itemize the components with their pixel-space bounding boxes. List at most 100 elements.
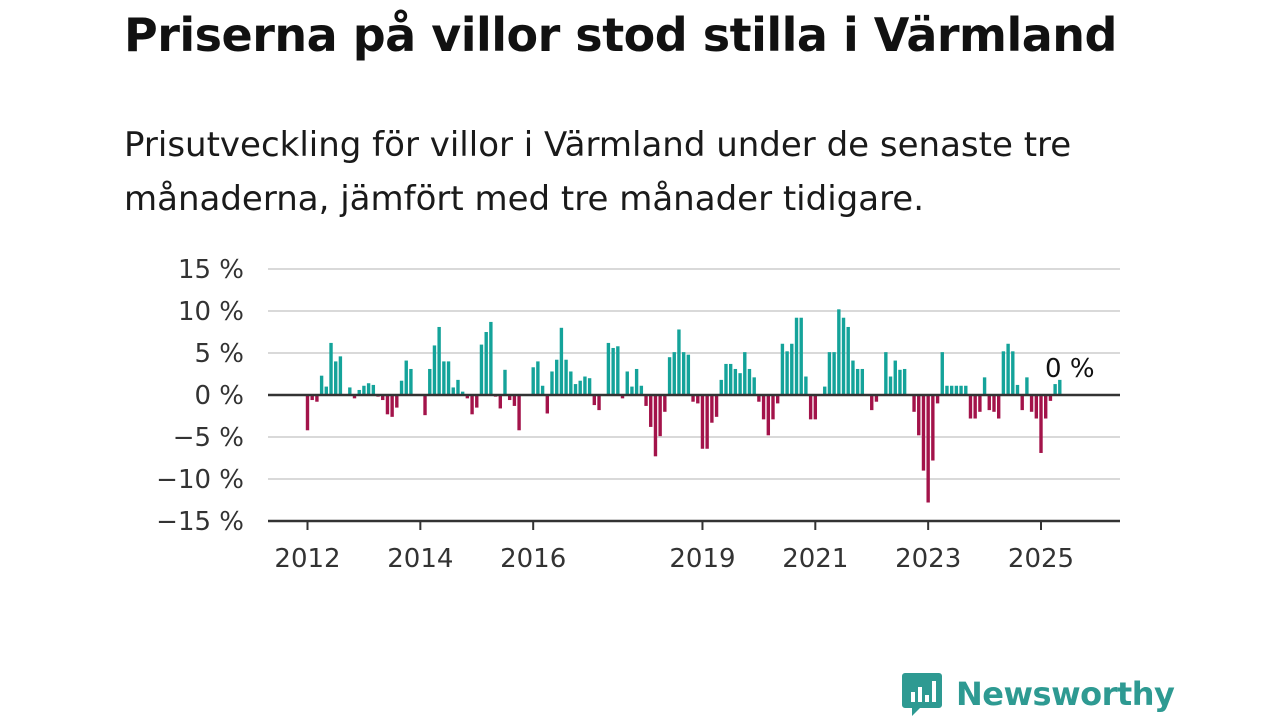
bar [1001, 351, 1006, 395]
bar [310, 395, 314, 401]
bar [329, 342, 333, 395]
bar [371, 384, 376, 395]
bar [968, 395, 973, 419]
y-tick-label: 15 % [178, 255, 244, 285]
bar [964, 385, 968, 395]
bar [366, 383, 371, 395]
bar [667, 357, 672, 395]
bar [940, 352, 944, 395]
bar [945, 385, 949, 395]
bar [606, 342, 611, 395]
bar [921, 395, 926, 471]
y-tick-label: 5 % [194, 339, 244, 369]
bar [639, 385, 644, 395]
bar [1025, 377, 1029, 395]
bar [808, 395, 813, 420]
bar [766, 395, 771, 436]
bar [540, 385, 545, 395]
bar [696, 395, 700, 404]
bar [362, 385, 366, 395]
bar [649, 395, 653, 427]
bar [498, 395, 502, 409]
bar [982, 377, 987, 395]
bar [837, 309, 841, 395]
bar [738, 373, 742, 395]
bar [997, 395, 1001, 419]
bar [1011, 351, 1015, 395]
bar [912, 395, 916, 412]
bar [460, 391, 465, 395]
bar [446, 361, 451, 395]
bar [630, 386, 634, 395]
bar [479, 344, 484, 395]
bar [719, 379, 723, 395]
bar [978, 395, 982, 412]
y-tick-label: 0 % [194, 381, 244, 411]
bar [489, 321, 493, 395]
bar [559, 327, 564, 395]
bar [761, 395, 766, 420]
bar [569, 371, 573, 395]
bar [592, 395, 596, 406]
bar [1053, 384, 1057, 395]
bar [987, 395, 991, 411]
bar [681, 352, 686, 395]
chart-subtitle: Prisutveckling för villor i Värmland und… [124, 125, 1072, 219]
bar [503, 369, 507, 395]
bar [775, 395, 780, 404]
bar [893, 360, 897, 395]
bar [625, 371, 629, 395]
bar [620, 395, 625, 399]
x-tick-label: 2021 [782, 544, 848, 574]
bar [785, 351, 789, 395]
bar [804, 376, 808, 395]
bar [536, 361, 540, 395]
bar [973, 395, 977, 419]
bar [992, 395, 996, 412]
bar [616, 346, 620, 395]
bar [794, 317, 799, 395]
bar [663, 395, 667, 412]
bar [564, 359, 568, 395]
bar [470, 395, 474, 415]
bar [324, 386, 328, 395]
bar [512, 395, 517, 406]
bars [305, 309, 1062, 503]
newsworthy-logo-icon [902, 673, 942, 716]
x-tick-label: 2023 [895, 544, 961, 574]
bar [855, 368, 860, 395]
y-tick-label: −10 % [156, 465, 244, 495]
bar [841, 317, 846, 395]
bar [432, 345, 437, 395]
bar [390, 395, 394, 417]
bar [352, 395, 357, 399]
bar [1006, 343, 1010, 395]
bar [334, 361, 338, 395]
bar [672, 352, 676, 395]
y-axis-tick-labels: 15 % 10 % 5 % 0 % −5 % −10 % −15 % [156, 255, 244, 537]
bar [898, 369, 902, 395]
bar [780, 343, 785, 395]
bar [757, 395, 761, 402]
bar [771, 395, 775, 420]
bar [475, 395, 479, 408]
bar [931, 395, 935, 461]
bar [799, 317, 803, 395]
bar [949, 385, 954, 395]
bar [1048, 395, 1053, 401]
bar [634, 368, 639, 395]
newsworthy-logo: Newsworthy [902, 670, 1175, 718]
bar [587, 378, 592, 395]
bar [1029, 395, 1034, 412]
y-tick-label: −5 % [173, 423, 244, 453]
bar [555, 359, 559, 395]
bar [851, 360, 855, 395]
bar [691, 395, 695, 402]
bar [860, 368, 865, 395]
grid-lines [268, 268, 1120, 480]
x-tick-label: 2025 [1008, 544, 1074, 574]
bar [517, 395, 521, 431]
bar [404, 360, 408, 395]
bar [710, 395, 714, 423]
